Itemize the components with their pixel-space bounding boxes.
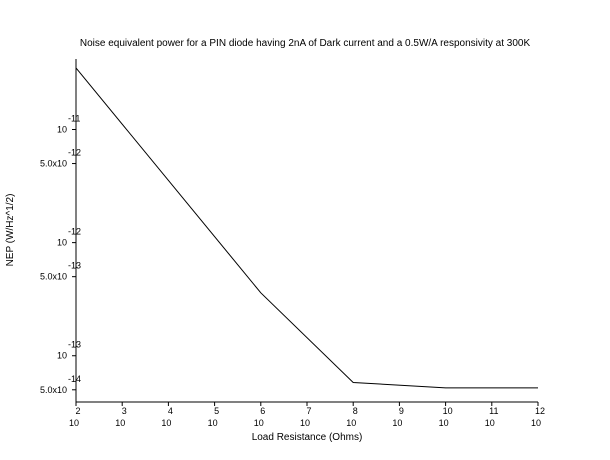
x-tick-label-base: 10 [161,418,171,428]
x-tick-label-base: 10 [439,418,449,428]
y-tick-label-base: 5.0x10 [40,385,67,395]
x-tick-label-exponent: 9 [399,406,404,416]
y-tick-label-exponent: -14 [68,374,81,384]
y-tick-label-exponent: -13 [68,261,81,271]
x-tick-label-base: 10 [300,418,310,428]
y-tick-label-exponent: -12 [68,148,81,158]
y-axis-ticks: 5.0x10-1410-135.0x10-1310-125.0x10-1210-… [40,114,81,395]
x-tick-label-exponent: 5 [214,406,219,416]
x-tick-label-base: 10 [208,418,218,428]
y-tick-label-exponent: -13 [68,340,81,350]
x-tick-label-base: 10 [485,418,495,428]
y-tick-label-base: 10 [57,351,67,361]
chart-title: Noise equivalent power for a PIN diode h… [80,38,531,49]
x-tick-label-exponent: 11 [489,406,498,416]
x-tick-label-exponent: 10 [443,406,453,416]
x-tick-label-base: 10 [69,418,79,428]
y-tick-label-base: 5.0x10 [40,272,67,282]
x-tick-label-base: 10 [115,418,125,428]
x-tick-label-base: 10 [254,418,264,428]
x-tick-label-exponent: 6 [260,406,265,416]
y-axis-label: NEP (W/Hz^1/2) [5,194,16,267]
y-tick-label-base: 10 [57,238,67,248]
y-tick-label-exponent: -11 [68,114,80,124]
x-tick-label-exponent: 3 [122,406,127,416]
x-tick-label-exponent: 4 [168,406,173,416]
nep-series-line [75,67,538,389]
y-tick-label-base: 5.0x10 [40,159,67,169]
x-tick-label-base: 10 [531,418,541,428]
x-tick-label-exponent: 12 [535,406,545,416]
x-tick-label-exponent: 2 [75,406,80,416]
x-axis-ticks: 10 2 10 3 10 4 10 5 10 6 10 7 10 8 10 9 10 10 10 11 10 12 [69,402,545,428]
x-tick-label-base: 10 [346,418,356,428]
x-axis-label: Load Resistance (Ohms) [252,432,363,443]
x-tick-label-exponent: 8 [353,406,358,416]
y-tick-label-base: 10 [57,125,67,135]
y-tick-label-exponent: -12 [68,227,81,237]
series-layer [75,67,538,389]
x-tick-label-exponent: 7 [306,406,311,416]
x-tick-label-base: 10 [392,418,402,428]
